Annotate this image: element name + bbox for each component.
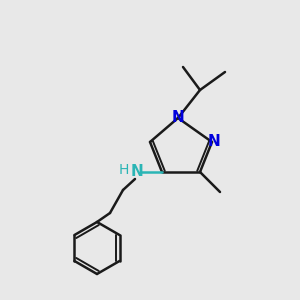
Text: N: N [208, 134, 220, 149]
Text: H: H [119, 163, 129, 177]
Text: N: N [172, 110, 184, 124]
Text: N: N [130, 164, 143, 178]
